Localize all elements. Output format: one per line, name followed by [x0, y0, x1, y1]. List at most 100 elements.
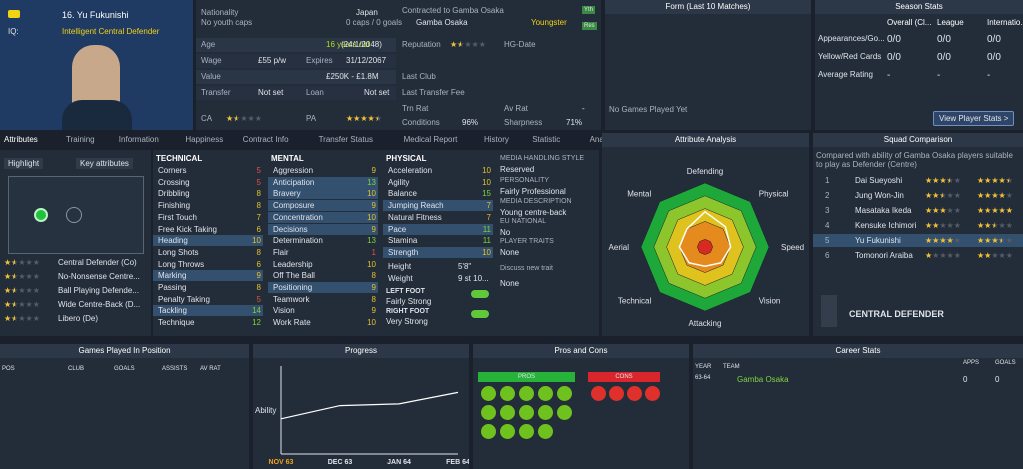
- attr-value: 7: [486, 201, 491, 211]
- media-label: PLAYER TRAITS: [500, 238, 554, 245]
- form-panel: Form (Last 10 Matches) No Games Played Y…: [605, 0, 811, 130]
- stars-fill: ★★★★★: [977, 221, 995, 230]
- value: Youngster: [531, 18, 567, 27]
- dropdown[interactable]: Key attributes: [76, 158, 133, 169]
- value: -: [887, 70, 891, 81]
- tab[interactable]: Attributes: [4, 135, 38, 144]
- label: Yellow/Red Cards: [818, 52, 882, 61]
- attr-name: Strength: [388, 247, 419, 257]
- stars-fill: ★★★★★: [346, 114, 378, 123]
- attr-name: Off The Ball: [273, 271, 315, 281]
- tab[interactable]: Information: [118, 135, 159, 144]
- attr-name: Passing: [158, 283, 187, 292]
- value: Fairly Strong: [386, 297, 432, 306]
- attr-name: Stamina: [388, 236, 418, 246]
- tab[interactable]: Statistic: [532, 135, 561, 144]
- attr-value: 8: [256, 201, 261, 211]
- label: Expires: [306, 56, 333, 65]
- label: RIGHT FOOT: [386, 308, 430, 315]
- button[interactable]: View Player Stats >: [933, 111, 1015, 126]
- player: Kensuke Ichimori: [855, 221, 917, 230]
- x-tick-label: NOV 63: [269, 459, 294, 466]
- attr-value: 9: [371, 201, 376, 211]
- attr-value: 9: [371, 306, 376, 316]
- attr-name: Agility: [388, 177, 410, 187]
- player: Yu Fukunishi: [855, 236, 901, 245]
- label: CA: [201, 114, 213, 123]
- tab[interactable]: Training: [66, 135, 95, 144]
- attr-value: 7: [486, 212, 491, 222]
- attr-name: Free Kick Taking: [158, 224, 217, 234]
- star-rating: ★★★★★★★★★★: [977, 206, 1013, 215]
- label: Nationality: [201, 8, 239, 17]
- media-label: Discuss new trait: [500, 265, 553, 272]
- attr-name: Long Throws: [158, 259, 205, 269]
- key-bg: [268, 200, 378, 212]
- column-header: YEAR: [695, 364, 712, 370]
- radar-ring: [697, 239, 713, 255]
- progress-chart: Ability NOV 63 DEC 63 JAN 64 FEB 64: [255, 366, 469, 466]
- label: PA: [306, 114, 317, 123]
- tabs: Attributes Training Information Happiness Co…: [0, 133, 619, 147]
- tab[interactable]: Transfer Status: [318, 135, 373, 144]
- attr-value: 10: [482, 177, 491, 187]
- attr-value: 6: [256, 224, 261, 234]
- label: LEFT FOOT: [386, 288, 425, 295]
- stars-fill: ★★★★★: [925, 191, 943, 200]
- attr-value: 10: [367, 189, 376, 199]
- analysis-panel: Attribute Analysis Defending Physical Spee…: [602, 133, 809, 336]
- value: 96%: [462, 118, 479, 127]
- season-panel: Season Stats View Player Stats > Overall…: [815, 0, 1023, 130]
- star-rating: ★★★★★★★★★★: [4, 272, 40, 281]
- star-rating: ★★★★★★★★★★: [925, 206, 961, 215]
- pro-icon: [538, 405, 553, 420]
- attr-name: Corners: [158, 166, 187, 175]
- stars-fill: ★★★★★: [4, 286, 15, 295]
- dropdown[interactable]: Highlight: [4, 158, 44, 169]
- stars-fill: ★★★★★: [925, 221, 940, 230]
- label: Sharpness: [504, 118, 543, 127]
- key-bg: [268, 282, 378, 293]
- attr-value: 14: [252, 306, 261, 316]
- rank: 1: [825, 176, 830, 185]
- attr-name: Positioning: [273, 283, 313, 292]
- attr-name: First Touch: [158, 212, 197, 222]
- label: Trn Rat: [402, 104, 429, 113]
- tab[interactable]: Happiness: [185, 135, 224, 144]
- progress-line: [280, 391, 459, 420]
- attr-name: Natural Fitness: [388, 212, 442, 222]
- column-header: Internatio...: [987, 18, 1023, 27]
- tab[interactable]: Medical Report: [403, 135, 458, 144]
- attr-value: 8: [256, 247, 261, 257]
- stars-fill: ★★★★★: [925, 206, 947, 215]
- attr-name: Leadership: [273, 259, 313, 269]
- radar-label: Speed: [781, 243, 804, 252]
- attr-name: Acceleration: [388, 166, 433, 175]
- con-icon: [591, 386, 606, 401]
- media-value: None: [500, 279, 520, 288]
- section-title: PHYSICAL: [386, 154, 427, 163]
- cell: 63-64: [695, 375, 711, 381]
- attr-name: Heading: [158, 236, 188, 246]
- stars-fill: ★★★★★: [4, 272, 15, 281]
- label: HG-Date: [504, 40, 536, 49]
- media-label: MEDIA DESCRIPTION: [500, 198, 572, 205]
- rank: 6: [825, 251, 830, 260]
- label: Conditions: [402, 118, 440, 127]
- player: Jung Won-Jin: [855, 191, 904, 200]
- cell: 0: [995, 375, 1000, 384]
- tab[interactable]: Contract Info: [242, 135, 289, 144]
- tab[interactable]: History: [484, 135, 509, 144]
- attr-value: 10: [252, 236, 261, 246]
- panel-title: Season Stats: [815, 0, 1023, 14]
- attr-name: Decisions: [273, 224, 308, 234]
- attr-name: Jumping Reach: [388, 201, 444, 211]
- player: Tomonori Araiba: [855, 251, 913, 260]
- attr-name: Teamwork: [273, 294, 310, 304]
- position: CENTRAL DEFENDER: [849, 309, 944, 319]
- media-label: MEDIA HANDLING STYLE: [500, 155, 585, 162]
- star-rating: ★★★★★★★★★★: [977, 236, 1013, 245]
- label: Appearances/Go...: [818, 34, 885, 43]
- key-bg: [268, 176, 378, 188]
